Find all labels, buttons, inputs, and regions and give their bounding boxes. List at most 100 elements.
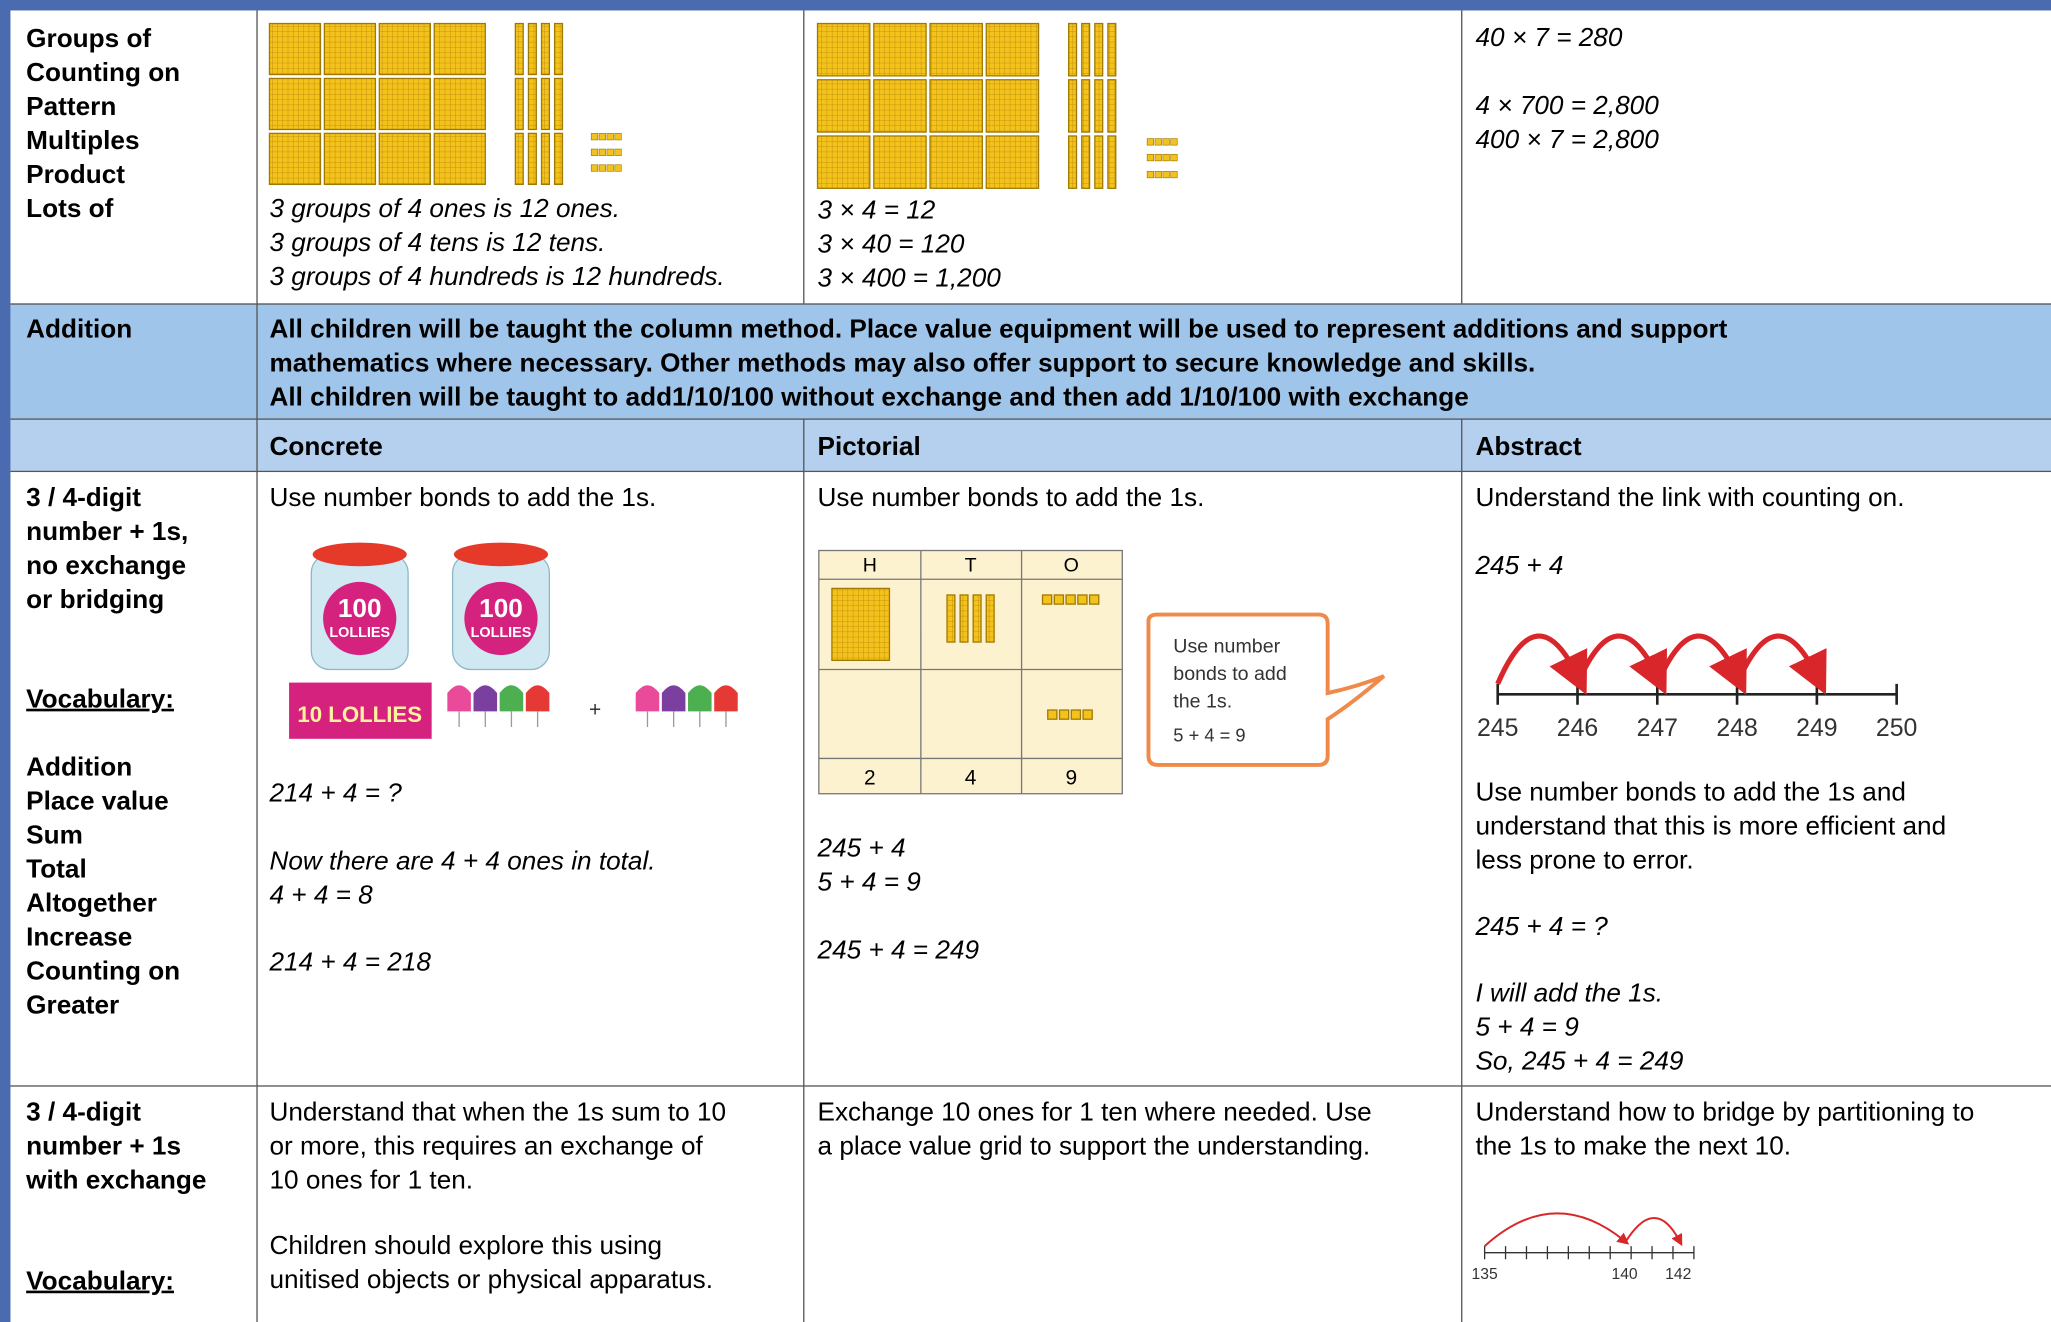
hundred-block	[929, 79, 983, 133]
lolly-box	[289, 682, 432, 739]
text-line: Altogether	[26, 889, 157, 918]
number-line: 245 246 247 248 249 250	[1477, 633, 1917, 742]
ten-rod	[985, 594, 995, 643]
text-line: Now there are 4 + 4 ones in total.	[269, 847, 656, 877]
text-line: Children should explore this using	[269, 1231, 663, 1261]
hundred-block	[831, 587, 891, 662]
one-cube	[606, 164, 614, 172]
one-cube	[1047, 709, 1058, 720]
text-line: Lots of	[26, 194, 114, 224]
lolly	[635, 685, 660, 712]
pictorial-text: 245 + 4 5 + 4 = 9	[818, 832, 921, 900]
lolly	[499, 685, 524, 712]
one-cube	[1077, 594, 1088, 605]
one-cube	[1170, 138, 1178, 146]
text-line: 3 groups of 4 ones is 12 ones.	[269, 194, 620, 224]
hundred-block	[816, 135, 871, 189]
bubble-text: 5 + 4 = 9	[1173, 724, 1245, 745]
jar-word: LOLLIES	[329, 625, 390, 641]
col-line	[1461, 10, 1463, 304]
one-cube	[1065, 594, 1076, 605]
text-line: Total	[26, 855, 87, 884]
hundred-block	[929, 135, 983, 189]
text-line: 214 + 4 = 218	[269, 948, 431, 977]
ten-rod	[1081, 79, 1091, 133]
text-line: 3 × 400 = 1,200	[817, 264, 1001, 293]
lollies-image: 100 LOLLIES 100 LOLLIES 10 LOLLIES +	[289, 542, 738, 739]
concrete-text: Now there are 4 + 4 ones in total. 4 + 4 …	[269, 845, 655, 913]
ten-rod	[1107, 22, 1117, 77]
one-cube	[606, 148, 614, 156]
jump-arrow	[1734, 633, 1827, 695]
one-cube	[1154, 138, 1162, 146]
hundred-block	[378, 77, 431, 131]
row-label: 3 / 4-digit number + 1s, no exchange or bri…	[26, 481, 188, 617]
ten-rod	[514, 22, 524, 76]
ten-rod	[1107, 135, 1117, 189]
text-line: Greater	[26, 991, 120, 1020]
jar: 100 LOLLIES	[451, 542, 551, 671]
grid-digit: 4	[965, 767, 977, 790]
one-cube	[598, 164, 606, 172]
one-cube	[606, 133, 614, 141]
column-header: Concrete	[269, 432, 383, 462]
one-cube	[590, 164, 599, 172]
lolly	[473, 685, 498, 712]
hundred-block	[323, 22, 377, 76]
text-line: Increase	[26, 923, 133, 952]
one-cube	[614, 148, 622, 156]
jar: 100 LOLLIES	[310, 542, 409, 671]
ten-rod	[1094, 79, 1104, 133]
hundred-block	[816, 22, 871, 77]
text-line: number + 1s,	[26, 517, 189, 547]
ten-rod	[1094, 135, 1104, 189]
bubble-text: Use number	[1173, 636, 1280, 658]
ten-rod	[553, 77, 564, 131]
ten-rod	[553, 132, 564, 186]
hundred-block	[433, 132, 486, 186]
one-cube	[1041, 594, 1053, 605]
grid-header: O	[1064, 554, 1079, 576]
one-cube	[614, 164, 622, 172]
text-line: 5 + 4 = 9	[817, 868, 921, 898]
grid-header: T	[965, 554, 977, 576]
tick-label: 249	[1796, 715, 1837, 742]
text-line: 3 groups of 4 tens is 12 tens.	[269, 228, 606, 258]
tick-label: 140	[1611, 1266, 1637, 1283]
lolly	[447, 685, 471, 712]
one-cube	[1053, 594, 1065, 605]
hundred-block	[268, 132, 322, 186]
tick-label: 245	[1477, 715, 1518, 742]
one-cube	[1170, 153, 1178, 162]
ten-rod	[527, 132, 537, 186]
bubble-text: bonds to add	[1173, 663, 1286, 685]
column-header: Pictorial	[817, 432, 921, 462]
hundred-block	[268, 77, 322, 131]
intro-text: Understand the link with counting on.	[1475, 483, 1905, 513]
text-line: Use number bonds to add the 1s and	[1475, 778, 1906, 807]
ten-rod	[1068, 79, 1078, 133]
hundred-block	[873, 135, 927, 189]
tick-label: 248	[1716, 715, 1757, 742]
one-cube	[590, 133, 599, 141]
jump-arrow	[1495, 633, 1588, 695]
text-line: Groups of	[26, 24, 152, 54]
tick-label: 247	[1637, 715, 1678, 742]
jar-number: 100	[479, 593, 523, 623]
ten-rod	[946, 594, 956, 643]
text-line: understand that this is more efficient a…	[1475, 812, 1947, 841]
ten-rod	[527, 22, 537, 76]
abstract-text: I will add the 1s. 5 + 4 = 9 So, 245 + 4 =…	[1475, 977, 1683, 1079]
addition-row-bg	[10, 303, 2051, 419]
jar-word: LOLLIES	[471, 625, 532, 641]
one-cube	[614, 133, 622, 141]
text-line: Product	[26, 160, 125, 190]
text-line: 40 × 7 = 280	[1475, 23, 1623, 53]
text-line: 245 + 4 = ?	[1475, 912, 1608, 942]
abstract-text: Understand how to bridge by partitioning…	[1475, 1096, 1974, 1164]
col-line	[803, 10, 805, 304]
lolly	[688, 685, 712, 712]
column-header: Abstract	[1475, 432, 1582, 462]
text-line: Multiples	[26, 126, 140, 156]
